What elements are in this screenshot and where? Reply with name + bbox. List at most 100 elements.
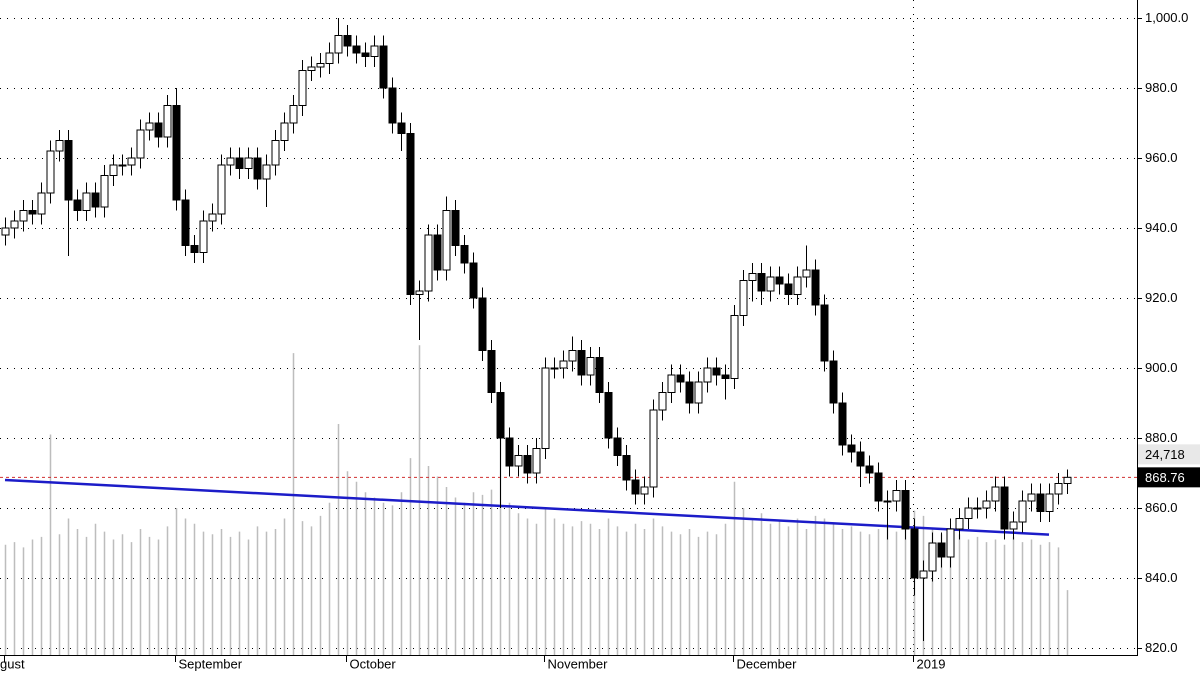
candle-body [568, 350, 577, 362]
candle-body [748, 273, 757, 281]
y-tick-label: 920.0 [1145, 290, 1178, 305]
candle-body [244, 157, 253, 169]
candle-body [172, 105, 181, 201]
candle-body [100, 175, 109, 208]
candle-body [847, 444, 856, 453]
candle-body [55, 140, 64, 152]
candle-body [991, 486, 1000, 502]
candle-body [838, 402, 847, 446]
candle-body [757, 273, 766, 292]
candle-body [883, 500, 892, 503]
candle-body [550, 367, 559, 370]
candle-body [181, 199, 190, 246]
candle-body [361, 52, 370, 57]
candle-body [379, 45, 388, 89]
candle-body [1018, 500, 1027, 523]
candle-body [469, 262, 478, 299]
candle-body [208, 213, 217, 222]
candle-body [964, 507, 973, 519]
candle-body [127, 157, 136, 166]
volume-label-box [1138, 444, 1200, 465]
y-tick-label: 900.0 [1145, 360, 1178, 375]
candle-body [271, 140, 280, 166]
candle-body [1, 227, 10, 236]
candle-body [73, 199, 82, 211]
candle-body [10, 220, 19, 229]
candle-body [460, 245, 469, 264]
x-tick-label: October [350, 656, 397, 671]
candle-body [334, 35, 343, 54]
candle-body [946, 528, 955, 558]
volume-label: 24,718 [1145, 447, 1185, 462]
candle-body [604, 392, 613, 439]
candle-body [406, 133, 415, 295]
candle-body [19, 210, 28, 222]
y-tick-label: 820.0 [1145, 640, 1178, 655]
candle-body [982, 500, 991, 509]
candle-body [541, 367, 550, 449]
candle-body [802, 269, 811, 278]
candle-body [1009, 521, 1018, 530]
candle-body [505, 437, 514, 467]
candle-body [343, 35, 352, 47]
candle-body [163, 105, 172, 138]
candle-body [262, 164, 271, 180]
candle-body [397, 122, 406, 134]
candle-body [442, 210, 451, 271]
candle-body [325, 52, 334, 64]
candle-body [235, 157, 244, 169]
candle-body [316, 63, 325, 68]
y-tick-label: 960.0 [1145, 150, 1178, 165]
candle-body [892, 490, 901, 502]
candle-body [685, 381, 694, 404]
candle-body [64, 140, 73, 201]
candle-body [1036, 493, 1045, 512]
candle-body [253, 157, 262, 180]
candle-body [1000, 486, 1009, 530]
candle-body [136, 129, 145, 159]
candle-body [298, 70, 307, 106]
candle-body [901, 490, 910, 530]
candle-body [973, 507, 982, 510]
candle-body [289, 105, 298, 124]
candle-body [658, 392, 667, 411]
last-price-box [1138, 467, 1200, 488]
candle-body [631, 479, 640, 495]
candle-body [577, 350, 586, 376]
candle-body [145, 122, 154, 131]
candle-body [937, 542, 946, 558]
candle-body [820, 304, 829, 362]
candle-body [910, 528, 919, 579]
candle-body [352, 45, 361, 54]
candle-body [919, 570, 928, 579]
candle-body [532, 448, 541, 474]
candle-body [514, 455, 523, 467]
candle-body [775, 276, 784, 285]
candle-body [739, 280, 748, 316]
candle-body [28, 210, 37, 215]
candle-body [676, 374, 685, 383]
candle-body [154, 122, 163, 138]
candle-body [1045, 493, 1054, 512]
candle-body [217, 164, 226, 215]
candle-body [433, 234, 442, 271]
x-tick-label: November [548, 656, 609, 671]
candle-body [667, 374, 676, 393]
candle-body [109, 164, 118, 176]
candle-body [37, 192, 46, 215]
last-price-label: 868.76 [1145, 470, 1185, 485]
candle-body [865, 465, 874, 474]
candle-body [307, 66, 316, 71]
y-tick-label: 860.0 [1145, 500, 1178, 515]
y-tick-label: 940.0 [1145, 220, 1178, 235]
candle-body [496, 392, 505, 439]
candle-body [370, 45, 379, 57]
candle-body [199, 220, 208, 253]
candle-body [91, 192, 100, 208]
candle-body [280, 122, 289, 141]
candle-body [784, 283, 793, 295]
candle-body [415, 290, 424, 295]
candle-body [523, 455, 532, 474]
candle-body [640, 486, 649, 495]
